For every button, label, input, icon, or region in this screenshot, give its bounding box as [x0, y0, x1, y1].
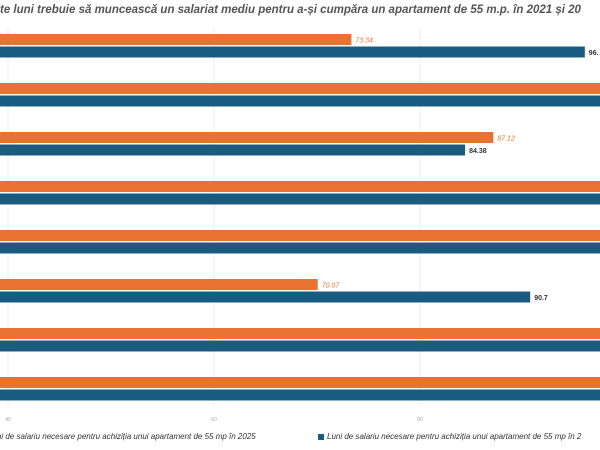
x-tick-label: 80: [417, 417, 423, 423]
bar: [0, 132, 494, 143]
bar: [0, 291, 531, 303]
data-label: 84.38: [469, 148, 487, 155]
bar: [0, 181, 600, 192]
legend-swatch: [318, 433, 324, 440]
bar: [0, 144, 466, 156]
data-label: 70.07: [322, 283, 341, 290]
data-label: 73.34: [355, 38, 373, 45]
x-tick-label: 60: [211, 417, 217, 423]
bar: [0, 95, 600, 107]
bar: [0, 242, 600, 254]
legend-item-2021[interactable]: Luni de salariu necesare pentru achiziți…: [318, 432, 581, 441]
bar: [0, 46, 585, 58]
legend-label: Luni de salariu necesare pentru achiziți…: [327, 432, 582, 441]
bar: [0, 377, 600, 388]
bar: [0, 340, 600, 352]
bar: [0, 279, 318, 290]
bar: [0, 34, 352, 45]
bar: [0, 193, 600, 205]
data-label: 96.: [589, 50, 599, 57]
data-label: 87.12: [497, 136, 515, 143]
chart-title: te luni trebuie să muncească un salariat…: [0, 4, 581, 16]
bar: [0, 83, 600, 94]
bar: [0, 328, 600, 339]
legend-item-2025[interactable]: Luni de salariu necesare pentru achiziți…: [0, 432, 268, 441]
data-label: 90.7: [534, 295, 548, 302]
bar: [0, 230, 600, 241]
bar: [0, 389, 600, 401]
legend-label: Luni de salariu necesare pentru achiziți…: [0, 432, 256, 441]
x-tick-label: 40: [5, 417, 11, 423]
